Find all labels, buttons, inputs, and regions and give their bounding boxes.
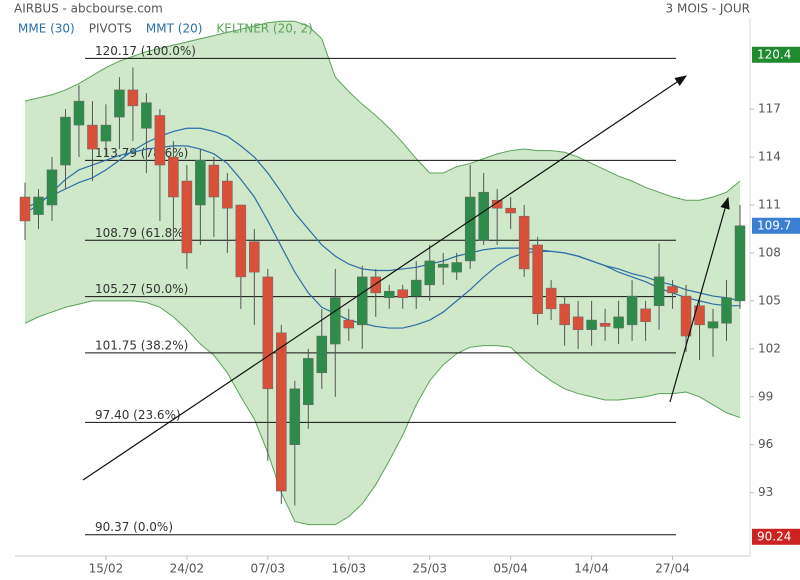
candle-body <box>721 297 732 324</box>
legend-entry: MME (30) <box>18 22 75 36</box>
candle-body <box>572 316 584 330</box>
price-marker <box>752 528 800 545</box>
y-tick-label: 93 <box>758 485 773 499</box>
candle-body <box>141 102 152 129</box>
candle-body <box>46 169 58 206</box>
candle-body <box>451 262 462 273</box>
chart-title: AIRBUS - abcbourse.com <box>14 2 163 16</box>
candle-body <box>60 116 71 166</box>
x-tick-label: 15/02 <box>89 562 124 576</box>
candle-body <box>181 180 193 254</box>
trend-arrow <box>669 196 730 403</box>
candle-body <box>491 199 503 209</box>
y-tick-label: 96 <box>758 437 773 451</box>
candle-body <box>653 276 665 306</box>
candle-body <box>330 297 341 345</box>
candle-body <box>168 156 179 198</box>
x-tick-label: 14/04 <box>574 562 609 576</box>
candle-body <box>276 332 287 492</box>
candle-body <box>640 308 651 322</box>
candle-body <box>33 196 44 215</box>
y-tick-label: 105 <box>758 293 781 307</box>
candle-body <box>316 335 328 374</box>
y-tick-label: 117 <box>758 102 781 116</box>
y-tick-label: 102 <box>758 341 781 355</box>
keltner-lower <box>24 300 741 526</box>
candle-body <box>667 286 678 294</box>
candle-body <box>424 260 435 286</box>
candle-body <box>532 244 543 314</box>
price-marker-label: 109.7 <box>757 218 791 232</box>
pivot-label: 108.79 (61.8%) <box>95 226 188 240</box>
y-tick-label: 111 <box>758 197 781 211</box>
candle-body <box>154 115 166 166</box>
candle-body <box>545 287 557 310</box>
period: 3 MOIS - JOUR <box>666 2 750 16</box>
candle-body <box>357 276 368 326</box>
pivot-label: 90.37 (0.0%) <box>95 520 173 534</box>
plot: 120.17 (100.0%)113.79 (78.6%)108.79 (61.… <box>19 20 746 536</box>
x-tick-label: 25/03 <box>412 562 447 576</box>
candle-body <box>208 164 220 198</box>
legend-entry: MMT (20) <box>146 22 202 36</box>
candle-body <box>478 191 489 241</box>
pivot-label: 97.40 (23.6%) <box>95 408 181 422</box>
candle-body <box>586 319 597 330</box>
candle-body <box>383 291 395 298</box>
candle-body <box>734 225 746 302</box>
moving-average <box>24 145 740 329</box>
candle-body <box>370 276 382 294</box>
pivot-label: 101.75 (38.2%) <box>95 338 188 352</box>
x-tick-label: 07/03 <box>251 562 286 576</box>
candle-body <box>87 124 98 150</box>
legend-entry: KELTNER (20, 2) <box>216 22 312 36</box>
price-marker-label: 120.4 <box>757 47 791 61</box>
keltner-band <box>25 21 740 525</box>
y-tick-label: 99 <box>758 389 773 403</box>
candle-body <box>613 316 624 329</box>
x-tick-label: 27/04 <box>655 562 690 576</box>
candle-body <box>195 159 206 206</box>
price-marker <box>752 46 800 63</box>
candle-body <box>127 89 139 107</box>
keltner-upper <box>24 20 741 201</box>
pivot-label: 120.17 (100.0%) <box>95 44 196 58</box>
candle-body <box>262 276 274 390</box>
candle-body <box>222 180 233 209</box>
candle-body <box>410 279 422 297</box>
candle-body <box>437 263 449 268</box>
candle-body <box>505 207 516 214</box>
x-tick-label: 24/02 <box>170 562 205 576</box>
candle-body <box>518 215 530 270</box>
price-marker <box>752 217 800 234</box>
candle-body <box>464 196 476 262</box>
candle-body <box>680 295 692 337</box>
candle-body <box>707 321 719 329</box>
moving-average <box>24 127 741 302</box>
candle-body <box>343 319 355 329</box>
candle-body <box>114 89 125 118</box>
trend-arrow <box>82 75 687 481</box>
candle-body <box>626 295 638 326</box>
candle-body <box>249 241 260 273</box>
price-marker-label: 90.24 <box>757 529 791 543</box>
candle-body <box>19 196 31 222</box>
y-tick-label: 114 <box>758 150 781 164</box>
candle-body <box>235 204 247 278</box>
candle-body <box>100 124 112 142</box>
legend: MME (30) PIVOTS MMT (20) KELTNER (20, 2) <box>18 22 313 36</box>
candle-body <box>559 303 570 326</box>
legend-entry: PIVOTS <box>89 22 132 36</box>
candle-body <box>397 289 408 298</box>
candle-body <box>289 388 301 445</box>
pivot-label: 105.27 (50.0%) <box>95 282 188 296</box>
candle-body <box>303 358 314 406</box>
x-tick-label: 16/03 <box>331 562 366 576</box>
candle-body <box>599 323 611 327</box>
y-tick-label: 108 <box>758 245 781 259</box>
x-tick-label: 05/04 <box>493 562 528 576</box>
candle-body <box>73 100 85 126</box>
